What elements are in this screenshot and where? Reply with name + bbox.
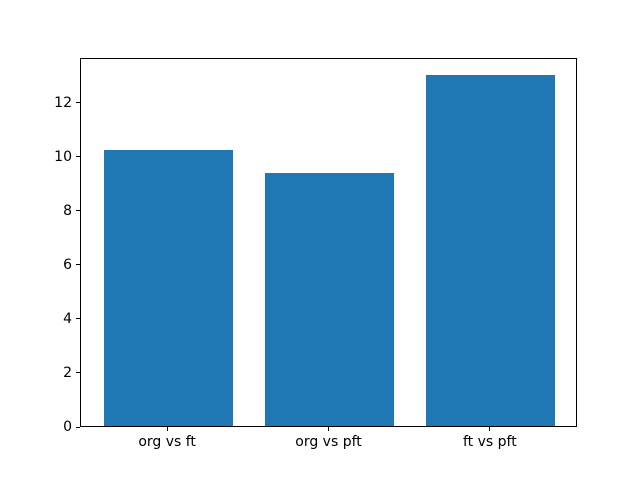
y-tick-label: 0 [63,419,72,435]
plot-area [80,58,577,427]
x-tick-label-org-vs-ft: org vs ft [138,434,196,450]
y-tick-mark [76,426,80,428]
y-tick-mark [76,102,80,104]
y-tick-mark [76,264,80,266]
x-tick-mark [328,427,329,431]
y-tick-label: 12 [54,94,72,111]
x-tick-label-ft-vs-pft: ft vs pft [463,434,517,450]
y-tick-label: 2 [63,364,72,381]
bar-org-vs-ft [103,150,233,426]
y-tick-label: 6 [63,256,72,273]
y-tick-label: 10 [54,148,72,165]
y-tick-mark [76,156,80,158]
y-tick-mark [76,372,80,374]
x-tick-mark [489,427,491,431]
bar-ft-vs-pft [426,74,556,426]
y-tick-label: 4 [63,310,72,327]
y-tick-mark [76,210,80,212]
y-tick-mark [76,318,80,320]
x-tick-label-org-vs-pft: org vs pft [295,434,362,450]
bar-org-vs-pft [264,173,395,426]
x-tick-mark [166,427,168,431]
y-tick-label: 8 [63,202,72,219]
